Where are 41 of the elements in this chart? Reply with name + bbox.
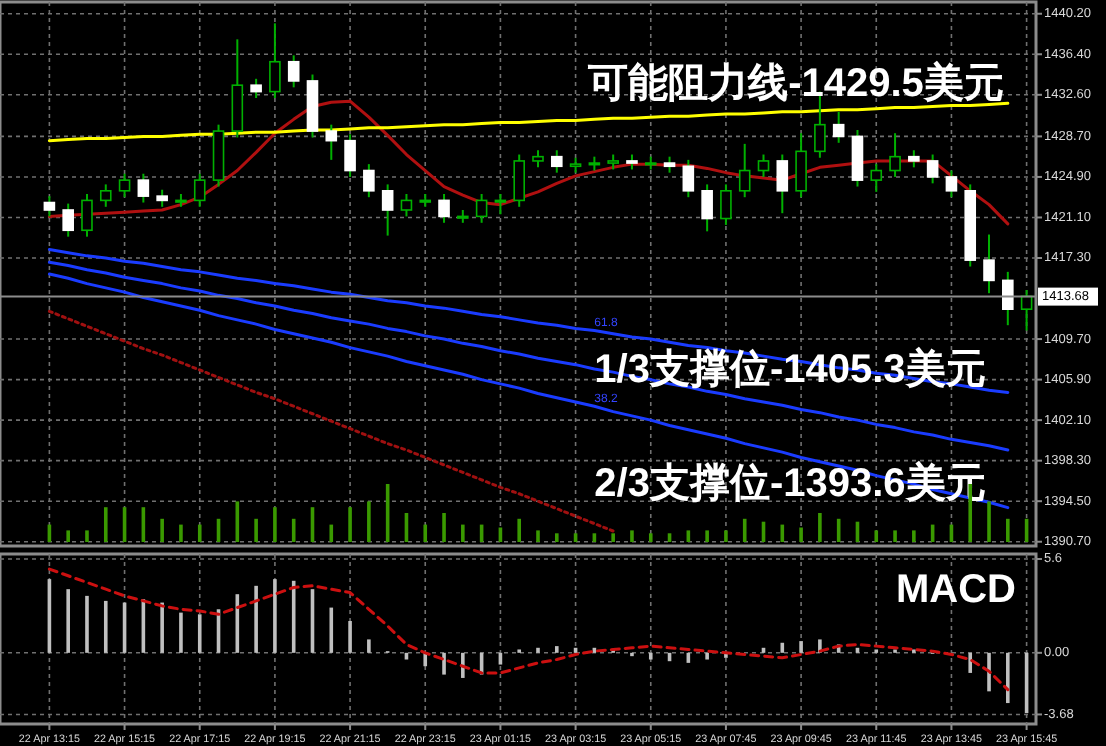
candlestick — [757, 153, 770, 178]
candlestick — [851, 129, 864, 188]
candlestick — [269, 22, 281, 99]
candlestick — [889, 132, 901, 178]
candlestick — [287, 54, 300, 89]
candlestick — [250, 77, 262, 99]
annotation: MACD — [896, 568, 1016, 612]
candlestick — [137, 172, 150, 204]
candlestick — [81, 193, 93, 238]
line-series — [47, 260, 1010, 452]
candlestick — [62, 202, 74, 238]
line-series — [47, 247, 1010, 394]
candlestick — [945, 169, 958, 199]
candlestick — [363, 163, 375, 199]
candlestick — [795, 132, 807, 199]
candlestick — [870, 163, 883, 193]
candlestick — [325, 123, 338, 161]
candlestick — [438, 193, 450, 224]
candlestick — [926, 153, 939, 185]
candlestick — [193, 172, 206, 208]
candlestick — [720, 183, 732, 226]
candlestick — [738, 142, 751, 199]
annotation: 可能阻力线-1429.5美元 — [586, 60, 1004, 106]
candlestick — [832, 110, 845, 144]
candlestick — [983, 233, 995, 295]
candlestick — [344, 133, 356, 178]
candlestick — [475, 193, 488, 224]
candlestick — [118, 172, 131, 199]
candlestick — [682, 158, 695, 199]
candlestick — [1002, 270, 1014, 327]
line-series — [47, 567, 1010, 692]
candlestick — [400, 193, 413, 218]
candlestick — [776, 153, 789, 215]
candlestick — [231, 38, 244, 139]
candlestick — [99, 183, 112, 208]
candlestick — [701, 183, 713, 233]
candlestick — [494, 193, 507, 216]
candlestick — [381, 183, 394, 237]
candlestick — [513, 153, 526, 208]
candlestick — [550, 149, 563, 174]
candlestick — [43, 195, 56, 218]
